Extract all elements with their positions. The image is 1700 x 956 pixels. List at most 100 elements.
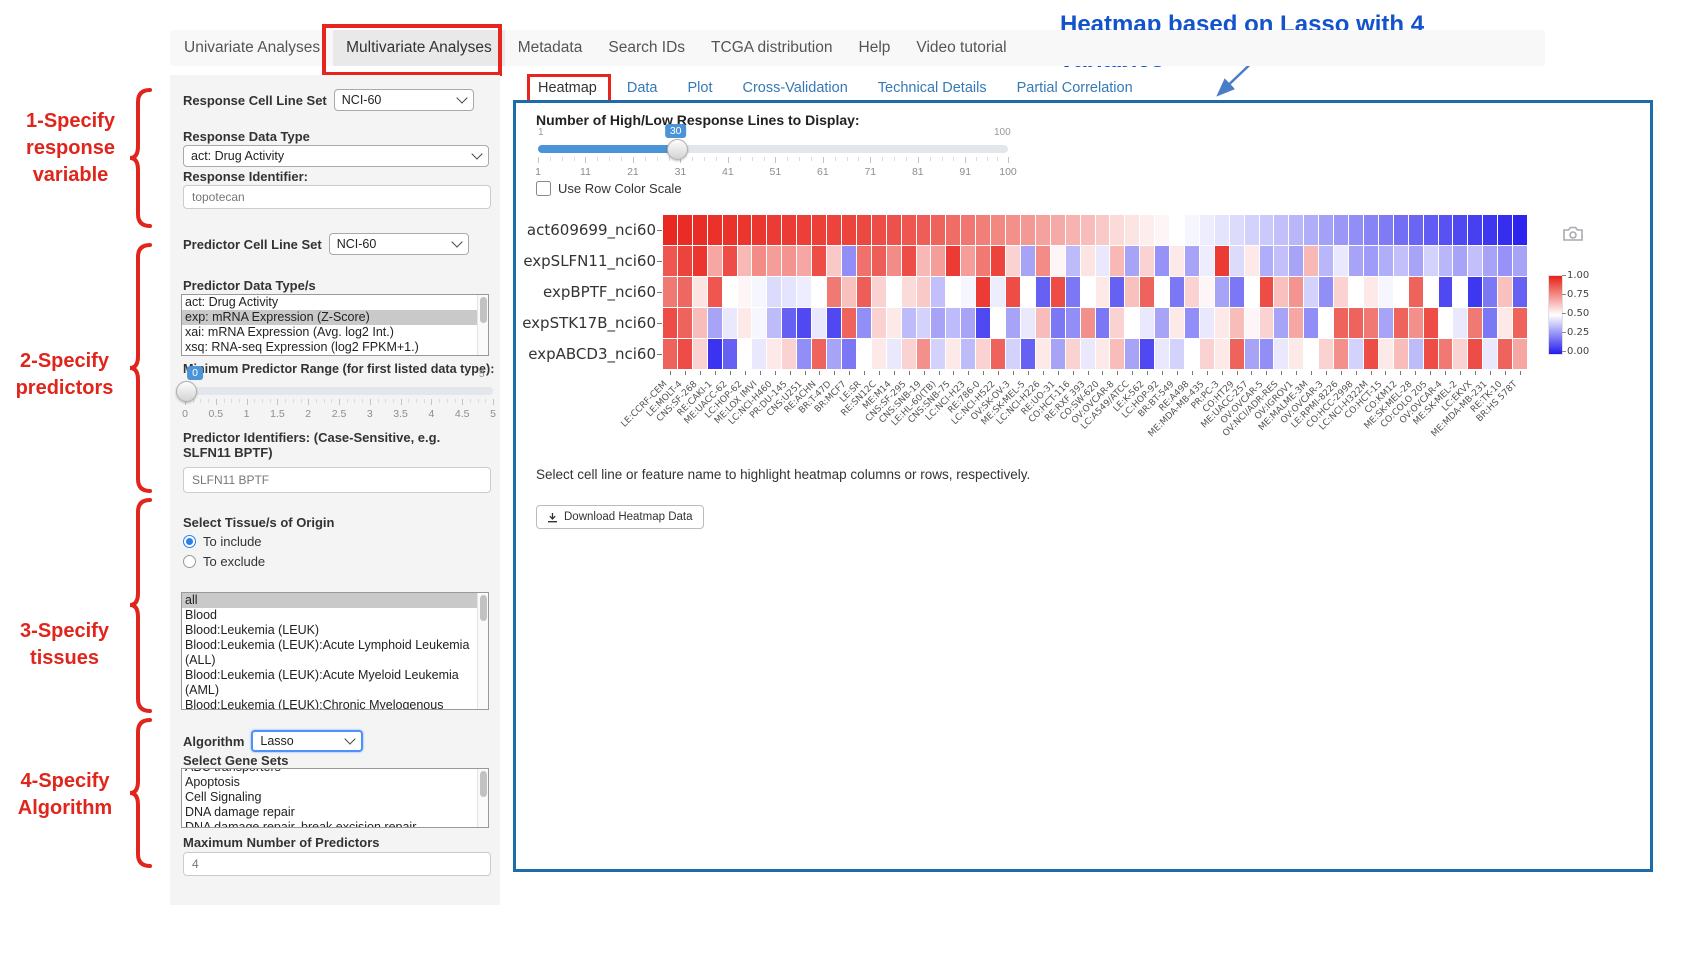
heatmap-cell[interactable] — [797, 339, 812, 369]
heatmap-cell[interactable] — [1095, 308, 1110, 338]
response-identifier-input[interactable]: topotecan — [183, 185, 491, 209]
heatmap-row-label[interactable]: expSTK17B_nci60 — [522, 313, 656, 332]
tissues-listbox[interactable]: all Blood Blood:Leukemia (LEUK) Blood:Leuke… — [181, 592, 489, 710]
heatmap-cell[interactable] — [1125, 308, 1140, 338]
heatmap-cell[interactable] — [812, 277, 827, 307]
heatmap-cell[interactable] — [841, 246, 856, 276]
heatmap-cell[interactable] — [976, 215, 991, 245]
option-dna-damage-repair-break-excision-repair[interactable]: DNA damage repair, break excision repair — [185, 820, 417, 828]
heatmap-cell[interactable] — [856, 339, 871, 369]
heatmap-cell[interactable] — [901, 339, 916, 369]
gene-sets-listbox[interactable]: ABC transportersApoptosisCell SignalingD… — [181, 768, 489, 828]
heatmap-cell[interactable] — [1006, 308, 1020, 338]
heatmap-cell[interactable] — [1184, 339, 1199, 369]
heatmap-cell[interactable] — [1035, 246, 1050, 276]
heatmap-cell[interactable] — [1155, 277, 1170, 307]
heatmap-cell[interactable] — [767, 215, 782, 245]
heatmap-cell[interactable] — [752, 339, 767, 369]
heatmap-cell[interactable] — [976, 308, 991, 338]
heatmap-cell[interactable] — [1095, 246, 1110, 276]
heatmap-cell[interactable] — [1483, 308, 1498, 338]
heatmap-cell[interactable] — [707, 308, 722, 338]
heatmap-cell[interactable] — [871, 308, 886, 338]
heatmap-cell[interactable] — [871, 277, 886, 307]
heatmap-cell[interactable] — [1513, 277, 1527, 307]
heatmap-cell[interactable] — [1498, 246, 1513, 276]
nav-item-metadata[interactable]: Metadata — [517, 39, 583, 56]
heatmap-cell[interactable] — [1468, 339, 1483, 369]
heatmap-cell[interactable] — [961, 339, 976, 369]
heatmap-cell[interactable] — [1199, 246, 1214, 276]
heatmap-cell[interactable] — [1468, 308, 1483, 338]
heatmap-cell[interactable] — [1050, 215, 1065, 245]
heatmap-cell[interactable] — [722, 215, 737, 245]
heatmap-cell[interactable] — [1170, 215, 1184, 245]
heatmap-cell[interactable] — [797, 308, 812, 338]
heatmap-cell[interactable] — [1304, 308, 1319, 338]
heatmap-cell[interactable] — [1304, 246, 1319, 276]
heatmap-cell[interactable] — [1244, 215, 1259, 245]
heatmap-cell[interactable] — [677, 308, 692, 338]
heatmap-cell[interactable] — [782, 277, 797, 307]
heatmap-cell[interactable] — [1408, 277, 1423, 307]
predictor-cell-line-set-select[interactable]: NCI-60 — [328, 233, 469, 255]
heatmap-cell[interactable] — [1110, 308, 1125, 338]
heatmap-cell[interactable] — [1289, 277, 1304, 307]
heatmap-cell[interactable] — [841, 277, 856, 307]
heatmap-cell[interactable] — [707, 246, 722, 276]
heatmap-cell[interactable] — [737, 246, 752, 276]
heatmap-cell[interactable] — [1438, 339, 1453, 369]
heatmap-cell[interactable] — [1140, 277, 1155, 307]
heatmap-cell[interactable] — [1349, 308, 1363, 338]
option-blood-leukemia-leuk-acute-lymphoid-leukemia-all[interactable]: Blood:Leukemia (LEUK):Acute Lymphoid Leu… — [185, 638, 470, 667]
heatmap-cell[interactable] — [827, 215, 841, 245]
heatmap-cell[interactable] — [1035, 277, 1050, 307]
heatmap-cell[interactable] — [1095, 277, 1110, 307]
heatmap-cell[interactable] — [663, 308, 677, 338]
heatmap-cell[interactable] — [1229, 277, 1244, 307]
heatmap-cell[interactable] — [1065, 308, 1080, 338]
heatmap-cell[interactable] — [991, 339, 1006, 369]
heatmap-cell[interactable] — [1334, 246, 1349, 276]
heatmap-cell[interactable] — [1468, 246, 1483, 276]
heatmap-cell[interactable] — [782, 308, 797, 338]
heatmap-cell[interactable] — [782, 246, 797, 276]
heatmap-cell[interactable] — [946, 339, 961, 369]
heatmap-cell[interactable] — [1363, 308, 1378, 338]
option-act-drug-activity[interactable]: act: Drug Activity — [185, 295, 279, 309]
heatmap-cell[interactable] — [663, 339, 677, 369]
heatmap-cell[interactable] — [1304, 277, 1319, 307]
heatmap-cell[interactable] — [663, 246, 677, 276]
response-cell-line-set-select[interactable]: NCI-60 — [333, 89, 474, 111]
algorithm-select[interactable]: Lasso — [251, 730, 364, 752]
heatmap-cell[interactable] — [961, 308, 976, 338]
heatmap-cell[interactable] — [797, 215, 812, 245]
heatmap-cell[interactable] — [1170, 339, 1184, 369]
heatmap-cell[interactable] — [961, 215, 976, 245]
heatmap-cell[interactable] — [1423, 277, 1438, 307]
heatmap-cell[interactable] — [692, 277, 707, 307]
heatmap-cell[interactable] — [707, 339, 722, 369]
heatmap-cell[interactable] — [1289, 246, 1304, 276]
heatmap-cell[interactable] — [931, 339, 946, 369]
heatmap-cell[interactable] — [916, 277, 931, 307]
scrollbar-thumb[interactable] — [480, 771, 487, 797]
heatmap-cell[interactable] — [1125, 215, 1140, 245]
heatmap-cell[interactable] — [767, 277, 782, 307]
heatmap-cell[interactable] — [1140, 246, 1155, 276]
heatmap-cell[interactable] — [1259, 215, 1274, 245]
heatmap-cell[interactable] — [692, 215, 707, 245]
heatmap-cell[interactable] — [1408, 246, 1423, 276]
heatmap-cell[interactable] — [812, 246, 827, 276]
heatmap-cell[interactable] — [1170, 308, 1184, 338]
heatmap-cell[interactable] — [856, 277, 871, 307]
heatmap-cell[interactable] — [1453, 308, 1468, 338]
response-lines-slider[interactable]: 1 11 21 31 41 51 61 71 81 91 100 1 100 30 — [535, 124, 1017, 191]
option-apoptosis[interactable]: Apoptosis — [185, 775, 240, 789]
heatmap-cell[interactable] — [767, 246, 782, 276]
tab-plot[interactable]: Plot — [687, 80, 713, 96]
heatmap-cell[interactable] — [1050, 308, 1065, 338]
nav-item-multivariate-analyses[interactable]: Multivariate Analyses — [333, 30, 505, 66]
heatmap-cell[interactable] — [1363, 215, 1378, 245]
heatmap-cell[interactable] — [991, 215, 1006, 245]
